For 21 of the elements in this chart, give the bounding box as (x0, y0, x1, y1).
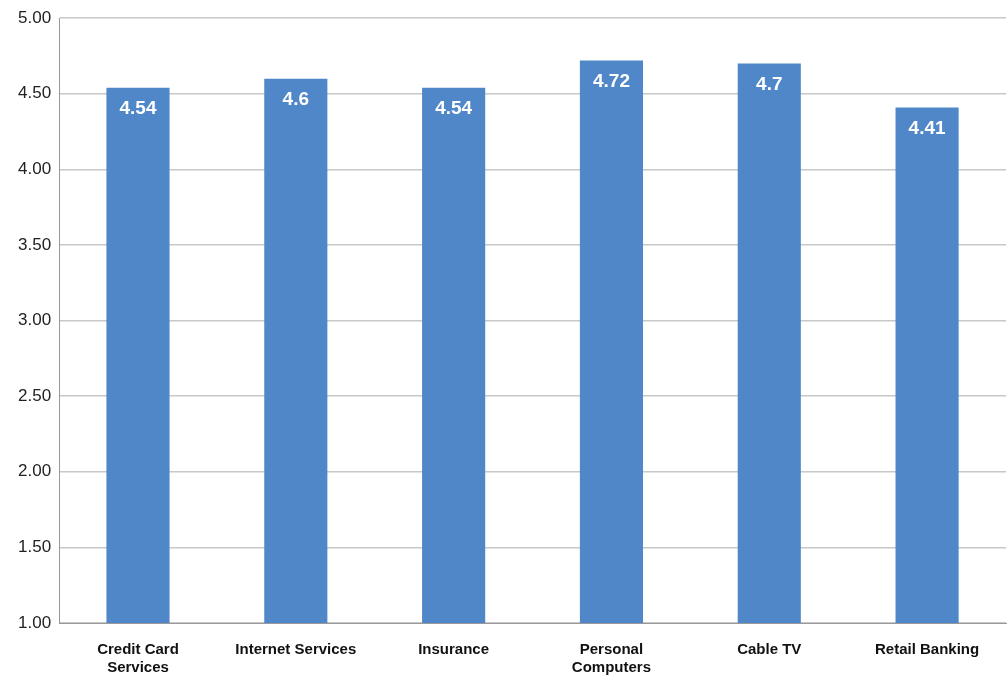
y-tick-label: 1.50 (17, 537, 52, 557)
y-tick-label: 2.50 (17, 385, 52, 405)
y-tick-label: 4.00 (17, 159, 52, 179)
x-tick-label: Internet Services (235, 640, 357, 658)
data-label: 4.7 (756, 73, 783, 95)
y-tick-label: 3.50 (17, 234, 52, 254)
y-tick-label: 5.00 (17, 7, 52, 27)
data-label: 4.72 (592, 70, 630, 92)
data-label: 4.54 (435, 97, 473, 119)
x-tick-label: Retail Banking (875, 640, 980, 658)
x-tick-label: Cable TV (737, 640, 802, 658)
y-tick-label: 4.50 (17, 83, 52, 103)
y-tick-label: 1.00 (17, 612, 52, 632)
data-label: 4.41 (908, 117, 947, 139)
x-tick-label: Insurance (418, 640, 490, 658)
y-tick-label: 3.00 (17, 310, 52, 330)
x-tick-label: Personal Computers (571, 640, 652, 676)
x-tick-label: Credit Card Services (97, 640, 179, 676)
data-label: 4.54 (119, 97, 157, 119)
data-label: 4.6 (282, 88, 310, 110)
y-tick-label: 2.00 (17, 461, 52, 481)
